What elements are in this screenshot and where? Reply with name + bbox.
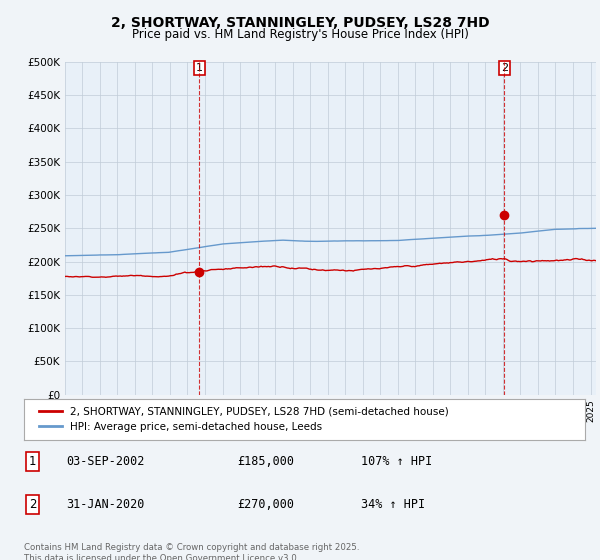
- Text: 2, SHORTWAY, STANNINGLEY, PUDSEY, LS28 7HD: 2, SHORTWAY, STANNINGLEY, PUDSEY, LS28 7…: [110, 16, 490, 30]
- Text: 31-JAN-2020: 31-JAN-2020: [66, 498, 145, 511]
- Text: 107% ↑ HPI: 107% ↑ HPI: [361, 455, 432, 468]
- Text: 03-SEP-2002: 03-SEP-2002: [66, 455, 145, 468]
- Text: 1: 1: [196, 63, 203, 73]
- Text: £185,000: £185,000: [237, 455, 294, 468]
- Text: Contains HM Land Registry data © Crown copyright and database right 2025.
This d: Contains HM Land Registry data © Crown c…: [24, 543, 359, 560]
- Legend: 2, SHORTWAY, STANNINGLEY, PUDSEY, LS28 7HD (semi-detached house), HPI: Average p: 2, SHORTWAY, STANNINGLEY, PUDSEY, LS28 7…: [35, 403, 453, 436]
- Text: 1: 1: [29, 455, 36, 468]
- Text: 34% ↑ HPI: 34% ↑ HPI: [361, 498, 425, 511]
- Text: 2: 2: [501, 63, 508, 73]
- Text: 2: 2: [29, 498, 36, 511]
- Text: £270,000: £270,000: [237, 498, 294, 511]
- Text: Price paid vs. HM Land Registry's House Price Index (HPI): Price paid vs. HM Land Registry's House …: [131, 28, 469, 41]
